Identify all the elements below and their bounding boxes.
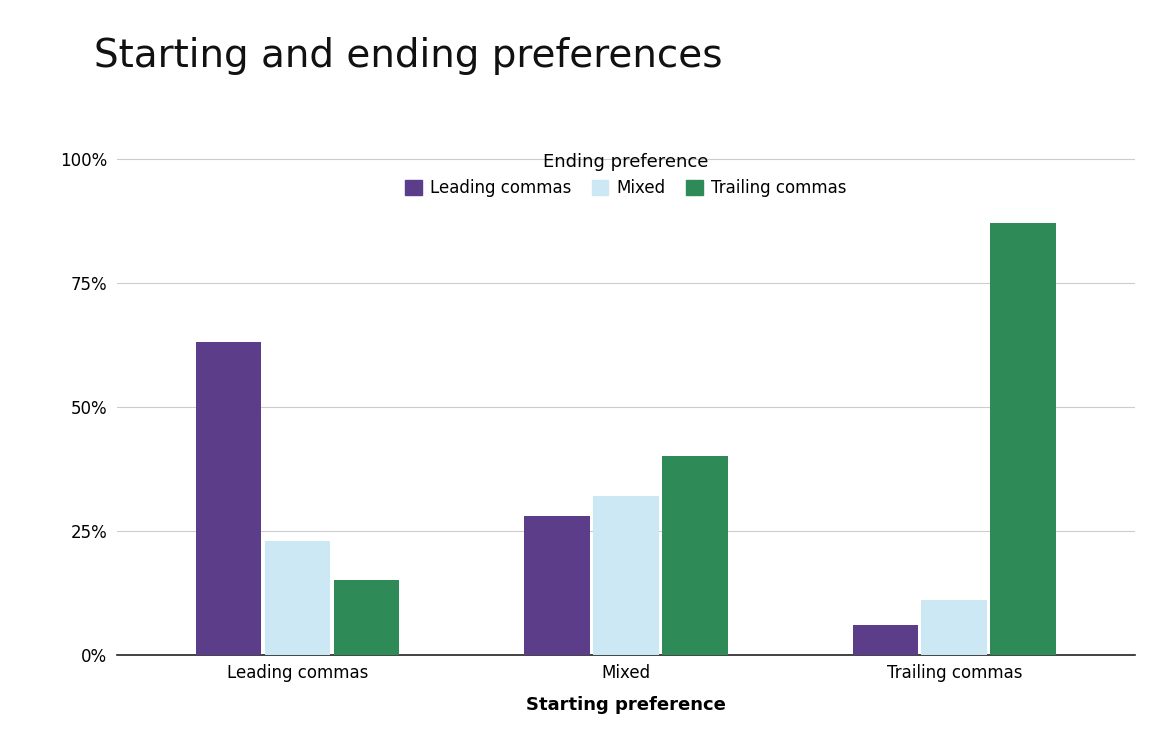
Bar — [195, 342, 261, 655]
Bar — [922, 600, 987, 655]
Text: Starting and ending preferences: Starting and ending preferences — [94, 37, 722, 75]
Bar — [264, 541, 330, 655]
Bar — [333, 580, 399, 655]
Bar — [593, 496, 659, 655]
Legend: Leading commas, Mixed, Trailing commas: Leading commas, Mixed, Trailing commas — [406, 153, 846, 197]
Bar — [991, 223, 1057, 655]
Bar — [662, 456, 728, 655]
Bar — [853, 625, 918, 655]
Bar — [524, 516, 590, 655]
X-axis label: Starting preference: Starting preference — [526, 696, 725, 714]
